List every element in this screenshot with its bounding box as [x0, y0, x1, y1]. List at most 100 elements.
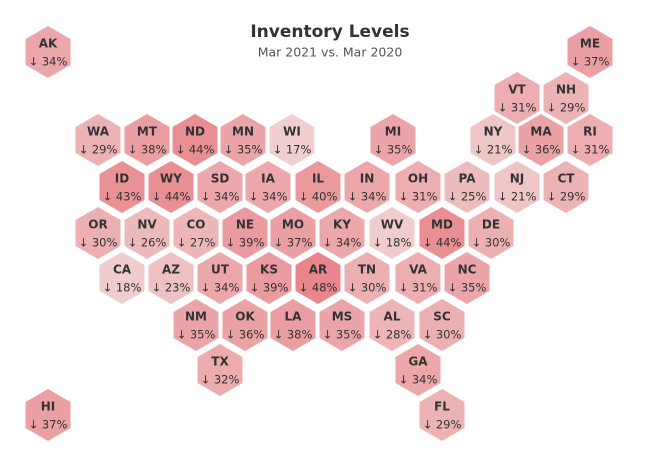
- value-label: ↓ 39%: [226, 236, 265, 250]
- state-hex: [220, 114, 266, 166]
- state-code: SC: [433, 310, 451, 324]
- value-label: ↓ 44%: [152, 190, 191, 204]
- value-label: ↓ 44%: [423, 236, 462, 250]
- state-hex: [344, 161, 390, 213]
- state-code: OK: [235, 310, 255, 324]
- state-code: RI: [583, 125, 597, 139]
- value-label: ↓ 34%: [323, 236, 362, 250]
- state-code: ND: [185, 125, 205, 139]
- state-code: NJ: [510, 172, 525, 186]
- value-label: ↓ 34%: [29, 55, 68, 69]
- state-code: LA: [285, 310, 303, 324]
- value-label: ↓ 39%: [250, 281, 289, 295]
- value-label: ↓ 29%: [79, 143, 118, 157]
- state-hex: [419, 389, 465, 441]
- state-hex: [270, 207, 316, 259]
- state-hex: [295, 161, 341, 213]
- value-label: ↓ 30%: [423, 328, 462, 342]
- state-code: KS: [260, 263, 278, 277]
- value-label: ↓ 30%: [79, 236, 118, 250]
- state-hex: [99, 161, 145, 213]
- state-code: SD: [211, 172, 230, 186]
- value-label: ↓ 34%: [399, 373, 438, 387]
- chart-title: Inventory Levels: [250, 22, 409, 42]
- state-hex: [518, 114, 564, 166]
- value-label: ↓ 30%: [472, 236, 511, 250]
- value-label: ↓ 21%: [474, 143, 513, 157]
- state-code: WI: [283, 125, 301, 139]
- value-label: ↓ 17%: [273, 143, 312, 157]
- state-code: CO: [186, 218, 205, 232]
- state-code: TX: [211, 355, 229, 369]
- value-label: ↓ 34%: [348, 190, 387, 204]
- state-code: OR: [88, 218, 107, 232]
- value-label: ↓ 31%: [498, 101, 537, 115]
- state-hex: [395, 161, 441, 213]
- value-label: ↓ 35%: [323, 328, 362, 342]
- state-hex: [148, 161, 194, 213]
- state-hex: [197, 344, 243, 396]
- state-hex: [543, 72, 589, 124]
- state-hex: [494, 161, 540, 213]
- state-hex: [124, 207, 170, 259]
- value-label: ↓ 35%: [448, 281, 487, 295]
- value-label: ↓ 27%: [177, 236, 216, 250]
- value-label: ↓ 37%: [29, 418, 68, 432]
- state-code: MT: [137, 125, 158, 139]
- state-hex: [319, 207, 365, 259]
- state-code: WV: [381, 218, 404, 232]
- state-hex: [470, 114, 516, 166]
- state-hex: [567, 26, 613, 78]
- state-code: HI: [41, 400, 56, 414]
- state-hex: [222, 207, 268, 259]
- value-label: ↓ 28%: [373, 328, 412, 342]
- state-hex: [567, 114, 613, 166]
- value-label: ↓ 35%: [177, 328, 216, 342]
- state-code: DE: [482, 218, 500, 232]
- state-code: NE: [236, 218, 254, 232]
- state-hex: [246, 252, 292, 304]
- state-hex: [269, 114, 315, 166]
- state-hex: [344, 252, 390, 304]
- state-hex: [419, 207, 465, 259]
- state-code: NC: [458, 263, 477, 277]
- value-label: ↓ 30%: [348, 281, 387, 295]
- state-hex: [148, 252, 194, 304]
- state-code: CT: [558, 172, 576, 186]
- state-code: UT: [211, 263, 230, 277]
- state-hex: [25, 26, 71, 78]
- state-code: MI: [385, 125, 401, 139]
- state-hex: [75, 114, 121, 166]
- state-hex: [270, 299, 316, 351]
- value-label: ↓ 21%: [498, 190, 537, 204]
- value-label: ↓ 34%: [249, 190, 288, 204]
- value-label: ↓ 26%: [128, 236, 167, 250]
- value-label: ↓ 18%: [373, 236, 412, 250]
- state-code: AL: [384, 310, 401, 324]
- state-code: MA: [530, 125, 552, 139]
- value-label: ↓ 35%: [374, 143, 413, 157]
- state-code: IA: [261, 172, 275, 186]
- state-hex: [395, 252, 441, 304]
- value-label: ↓ 38%: [128, 143, 167, 157]
- state-hex: [543, 161, 589, 213]
- state-code: IN: [360, 172, 375, 186]
- state-hex: [197, 161, 243, 213]
- state-hex: [468, 207, 514, 259]
- value-label: ↓ 35%: [224, 143, 263, 157]
- state-code: MS: [332, 310, 353, 324]
- value-label: ↓ 31%: [399, 281, 438, 295]
- state-hex: [395, 344, 441, 396]
- state-hex: [25, 389, 71, 441]
- state-code: MN: [232, 125, 254, 139]
- value-label: ↓ 34%: [201, 190, 240, 204]
- state-code: GA: [408, 355, 428, 369]
- value-label: ↓ 36%: [522, 143, 561, 157]
- state-code: NH: [556, 83, 576, 97]
- state-hex: [370, 114, 416, 166]
- value-label: ↓ 37%: [274, 236, 313, 250]
- state-code: CA: [113, 263, 132, 277]
- state-code: NV: [137, 218, 157, 232]
- state-code: MO: [282, 218, 304, 232]
- state-code: AK: [39, 37, 58, 51]
